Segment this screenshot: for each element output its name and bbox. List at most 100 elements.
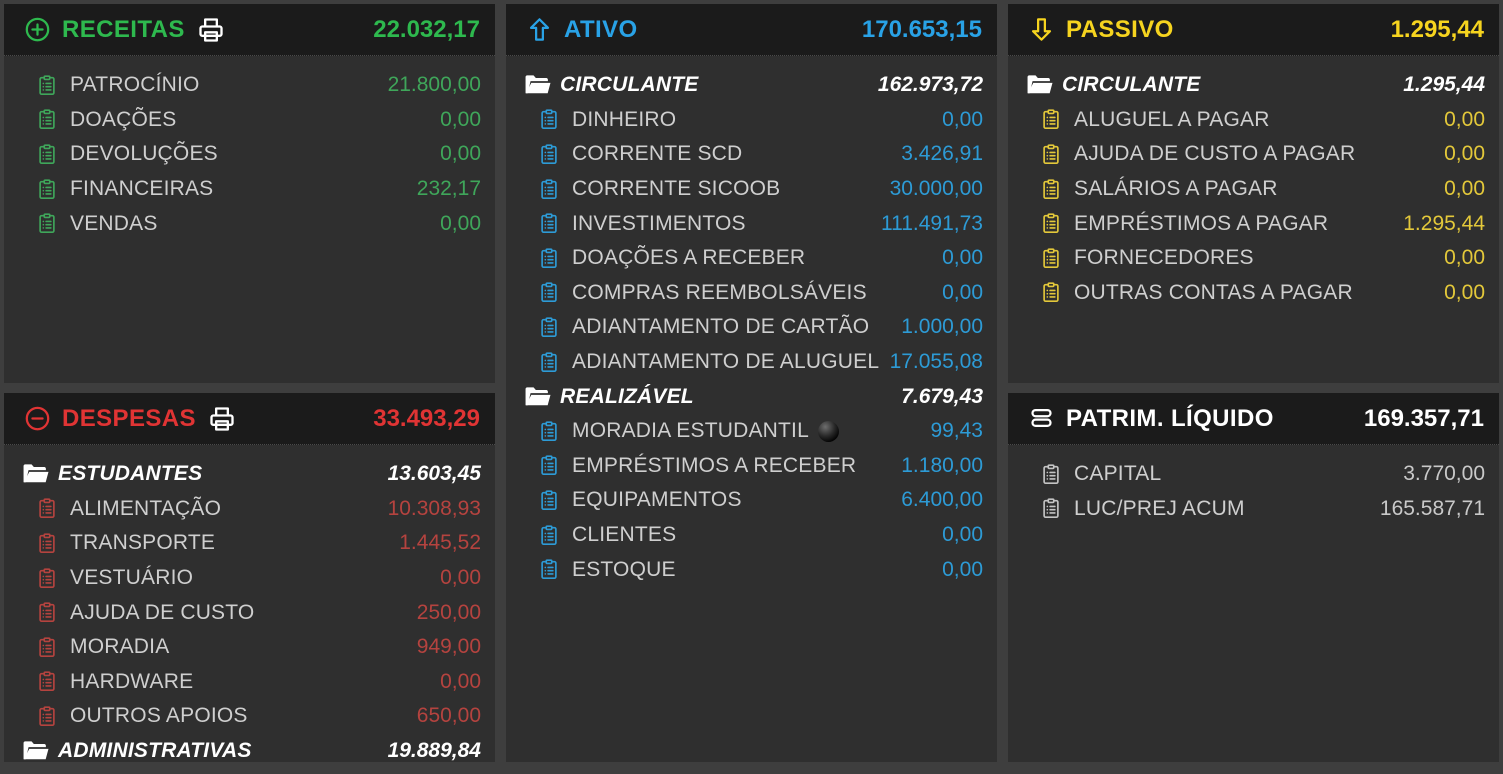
stack-icon xyxy=(1028,405,1055,432)
account-label: EMPRÉSTIMOS A RECEBER xyxy=(572,453,857,477)
account-label: ALIMENTAÇÃO xyxy=(70,496,222,520)
group-label: REALIZÁVEL xyxy=(560,384,694,408)
account-value: 0,00 xyxy=(1444,280,1485,304)
clipboard-icon xyxy=(36,178,58,201)
account-value: 111.491,73 xyxy=(881,211,983,235)
account-row[interactable]: COMPRAS REEMBOLSÁVEIS 0,00 xyxy=(506,276,997,311)
despesas-header[interactable]: DESPESAS 33.493,29 xyxy=(4,393,495,445)
folder-icon xyxy=(22,739,49,762)
folder-icon xyxy=(524,73,551,97)
account-row[interactable]: INVESTIMENTOS 111.491,73 xyxy=(506,206,997,241)
account-label: OUTROS APOIOS xyxy=(70,704,248,728)
patrimonio-rows: CAPITAL 3.770,00 LUC/PREJ ACUM 165.587,71 xyxy=(1008,445,1499,526)
clipboard-icon xyxy=(36,567,58,590)
account-value: 250,00 xyxy=(416,600,481,624)
account-label: DINHEIRO xyxy=(572,107,677,131)
account-row[interactable]: VESTUÁRIO 0,00 xyxy=(4,561,495,596)
account-label: INVESTIMENTOS xyxy=(572,211,746,235)
clipboard-icon xyxy=(538,178,560,201)
account-label: CLIENTES xyxy=(572,523,677,547)
group-row[interactable]: CIRCULANTE 162.973,72 xyxy=(506,68,997,103)
clipboard-icon xyxy=(538,212,560,235)
patrimonio-header[interactable]: PATRIM. LÍQUIDO 169.357,71 xyxy=(1008,393,1499,445)
account-value: 3.426,91 xyxy=(901,142,983,166)
group-row[interactable]: ESTUDANTES 13.603,45 xyxy=(4,457,495,492)
account-value: 0,00 xyxy=(440,566,481,590)
arrow-down-icon xyxy=(1028,16,1055,43)
account-row[interactable]: VENDAS 0,00 xyxy=(4,206,495,241)
clipboard-icon xyxy=(1040,178,1062,201)
account-row[interactable]: MORADIA ESTUDANTIL 99,43 xyxy=(506,414,997,449)
account-row[interactable]: OUTROS APOIOS 650,00 xyxy=(4,699,495,734)
account-row[interactable]: FORNECEDORES 0,00 xyxy=(1008,241,1499,276)
patrimonio-title: PATRIM. LÍQUIDO xyxy=(1066,404,1274,432)
account-row[interactable]: AJUDA DE CUSTO 250,00 xyxy=(4,595,495,630)
passivo-header[interactable]: PASSIVO 1.295,44 xyxy=(1008,4,1499,56)
account-row[interactable]: ESTOQUE 0,00 xyxy=(506,552,997,587)
account-label: MORADIA ESTUDANTIL xyxy=(572,419,809,443)
clipboard-icon xyxy=(36,108,58,131)
account-row[interactable]: EQUIPAMENTOS 6.400,00 xyxy=(506,483,997,518)
account-row[interactable]: MORADIA 949,00 xyxy=(4,630,495,665)
account-row[interactable]: TRANSPORTE 1.445,52 xyxy=(4,526,495,561)
folder-icon xyxy=(22,462,49,486)
account-row[interactable]: CAPITAL 3.770,00 xyxy=(1008,457,1499,492)
account-value: 3.770,00 xyxy=(1403,462,1485,486)
account-row[interactable]: ALIMENTAÇÃO 10.308,93 xyxy=(4,492,495,527)
group-row[interactable]: ADMINISTRATIVAS 19.889,84 xyxy=(4,734,495,762)
clipboard-icon xyxy=(36,212,58,235)
account-row[interactable]: HARDWARE 0,00 xyxy=(4,665,495,700)
clipboard-icon xyxy=(538,524,560,547)
account-label: FORNECEDORES xyxy=(1074,246,1254,270)
account-row[interactable]: FINANCEIRAS 232,17 xyxy=(4,172,495,207)
clipboard-icon xyxy=(1040,497,1062,520)
account-row[interactable]: EMPRÉSTIMOS A RECEBER 1.180,00 xyxy=(506,449,997,484)
account-label: CAPITAL xyxy=(1074,462,1162,486)
account-row[interactable]: EMPRÉSTIMOS A PAGAR 1.295,44 xyxy=(1008,206,1499,241)
account-row[interactable]: DOAÇÕES 0,00 xyxy=(4,103,495,138)
account-row[interactable]: CORRENTE SCD 3.426,91 xyxy=(506,137,997,172)
account-label: FINANCEIRAS xyxy=(70,177,214,201)
account-row[interactable]: ADIANTAMENTO DE CARTÃO 1.000,00 xyxy=(506,310,997,345)
account-row[interactable]: CLIENTES 0,00 xyxy=(506,518,997,553)
patrimonio-total: 169.357,71 xyxy=(1363,404,1484,432)
account-row[interactable]: DEVOLUÇÕES 0,00 xyxy=(4,137,495,172)
account-value: 949,00 xyxy=(416,635,481,659)
despesas-title: DESPESAS xyxy=(62,404,196,432)
clipboard-icon xyxy=(1040,212,1062,235)
clipboard-icon xyxy=(538,108,560,131)
account-value: 30.000,00 xyxy=(889,177,983,201)
account-row[interactable]: DINHEIRO 0,00 xyxy=(506,103,997,138)
group-row[interactable]: REALIZÁVEL 7.679,43 xyxy=(506,379,997,414)
ativo-header[interactable]: ATIVO 170.653,15 xyxy=(506,4,997,56)
account-row[interactable]: ADIANTAMENTO DE ALUGUEL 17.055,08 xyxy=(506,345,997,380)
despesas-panel: DESPESAS 33.493,29 ESTUDANTES 13.603,45 AL… xyxy=(4,393,495,762)
account-row[interactable]: LUC/PREJ ACUM 165.587,71 xyxy=(1008,492,1499,527)
account-row[interactable]: CORRENTE SICOOB 30.000,00 xyxy=(506,172,997,207)
account-label: AJUDA DE CUSTO xyxy=(70,600,255,624)
clipboard-icon xyxy=(36,143,58,166)
account-value: 0,00 xyxy=(942,107,983,131)
account-row[interactable]: SALÁRIOS A PAGAR 0,00 xyxy=(1008,172,1499,207)
account-label: EQUIPAMENTOS xyxy=(572,488,742,512)
account-label: CORRENTE SICOOB xyxy=(572,177,781,201)
clipboard-icon xyxy=(36,636,58,659)
receitas-total: 22.032,17 xyxy=(373,15,480,43)
account-row[interactable]: DOAÇÕES A RECEBER 0,00 xyxy=(506,241,997,276)
account-label: ESTOQUE xyxy=(572,557,676,581)
account-value: 0,00 xyxy=(942,246,983,270)
clipboard-icon xyxy=(36,497,58,520)
account-row[interactable]: OUTRAS CONTAS A PAGAR 0,00 xyxy=(1008,276,1499,311)
receitas-header[interactable]: RECEITAS 22.032,17 xyxy=(4,4,495,56)
ativo-title: ATIVO xyxy=(564,15,638,43)
group-row[interactable]: CIRCULANTE 1.295,44 xyxy=(1008,68,1499,103)
despesas-print-button[interactable] xyxy=(207,404,237,434)
account-label: DOAÇÕES xyxy=(70,107,177,131)
account-row[interactable]: ALUGUEL A PAGAR 0,00 xyxy=(1008,103,1499,138)
receitas-print-button[interactable] xyxy=(196,15,226,45)
account-row[interactable]: PATROCÍNIO 21.800,00 xyxy=(4,68,495,103)
column-middle: ATIVO 170.653,15 CIRCULANTE 162.973,72 DIN… xyxy=(506,4,997,762)
clipboard-icon xyxy=(1040,463,1062,486)
receitas-panel: RECEITAS 22.032,17 PATROCÍNIO 21.800,00 DO… xyxy=(4,4,495,383)
account-row[interactable]: AJUDA DE CUSTO A PAGAR 0,00 xyxy=(1008,137,1499,172)
